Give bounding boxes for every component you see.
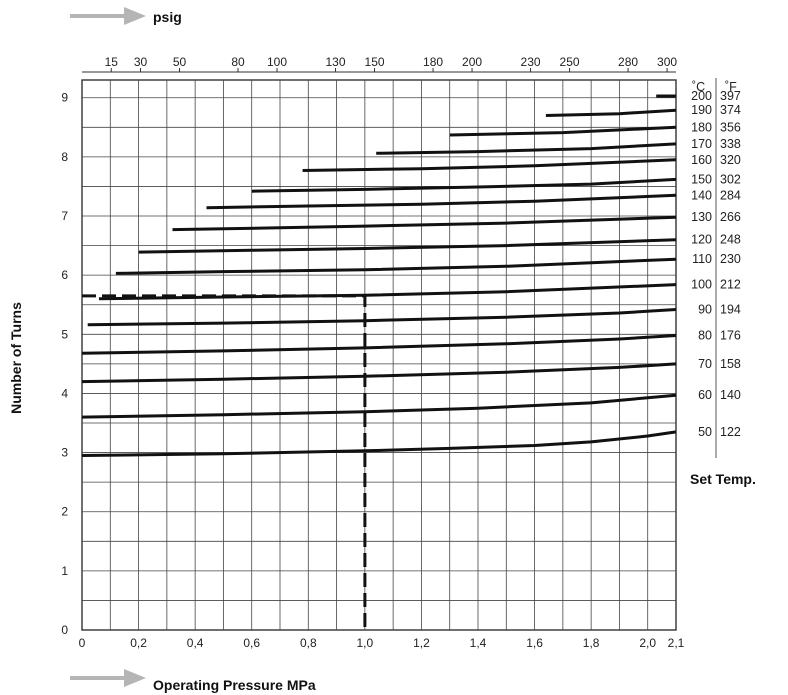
y-axis-label: Number of Turns bbox=[8, 302, 24, 414]
y-tick-label: 0 bbox=[61, 623, 68, 637]
series-line bbox=[302, 158, 677, 172]
top-tick-label: 50 bbox=[173, 55, 187, 69]
legend-temp-c: 120 bbox=[691, 233, 712, 247]
x-axis-label: Operating Pressure MPa bbox=[153, 677, 316, 693]
y-tick-label: 6 bbox=[61, 268, 68, 282]
legend-temp-f: 122 bbox=[720, 425, 741, 439]
top-tick-label: 250 bbox=[560, 55, 580, 69]
series-line bbox=[87, 308, 677, 327]
legend-temp-c: 100 bbox=[691, 278, 712, 292]
legend-temp-f: 158 bbox=[720, 357, 741, 371]
legend-temp-f: 302 bbox=[720, 172, 741, 186]
legend-temp-c: 160 bbox=[691, 153, 712, 167]
top-psig-axis: 15 30 50 80 100 130 150 180 200 230 250 280 300 bbox=[82, 55, 677, 73]
legend-temp-f: 320 bbox=[720, 153, 741, 167]
celsius-header: ˚C bbox=[692, 80, 705, 94]
x-tick-label: 1,6 bbox=[526, 636, 543, 650]
set-temp-label: Set Temp. bbox=[690, 471, 756, 487]
top-tick-label: 300 bbox=[657, 55, 677, 69]
y-tick-label: 2 bbox=[61, 505, 68, 519]
series-line bbox=[206, 193, 677, 210]
series-line bbox=[115, 257, 677, 275]
y-tick-label: 9 bbox=[61, 91, 68, 105]
series-line bbox=[81, 334, 677, 355]
top-tick-label: 15 bbox=[105, 55, 119, 69]
top-tick-label: 100 bbox=[267, 55, 287, 69]
y-tick-label: 3 bbox=[61, 446, 68, 460]
psig-label: psig bbox=[153, 9, 182, 25]
legend-temp-c: 70 bbox=[698, 357, 712, 371]
grid bbox=[81, 79, 677, 631]
legend-temp-c: 140 bbox=[691, 188, 712, 202]
x-tick-label: 0,6 bbox=[243, 636, 260, 650]
legend-temp-c: 150 bbox=[691, 172, 712, 186]
temperature-legend: 200 397 190 374 180 356 170 338 160 320 150 302 140 2… bbox=[691, 89, 741, 439]
x-tick-label: 1,2 bbox=[413, 636, 430, 650]
y-tick-label: 7 bbox=[61, 209, 68, 223]
legend-temp-f: 338 bbox=[720, 137, 741, 151]
reference-line bbox=[82, 294, 367, 630]
top-tick-label: 80 bbox=[231, 55, 245, 69]
legend-temp-f: 230 bbox=[720, 252, 741, 266]
y-tick-label: 8 bbox=[61, 150, 68, 164]
y-tick-label: 5 bbox=[61, 327, 68, 341]
legend-temp-f: 284 bbox=[720, 188, 741, 202]
legend-temp-f: 212 bbox=[720, 278, 741, 292]
x-tick-label: 1,8 bbox=[583, 636, 600, 650]
top-tick-label: 30 bbox=[134, 55, 148, 69]
x-tick-label: 0,8 bbox=[300, 636, 317, 650]
series-line bbox=[545, 108, 677, 117]
series-lines bbox=[81, 94, 677, 457]
series-line bbox=[251, 177, 677, 193]
top-tick-label: 200 bbox=[462, 55, 482, 69]
legend-temp-c: 60 bbox=[698, 388, 712, 402]
legend-temp-f: 374 bbox=[720, 103, 741, 117]
legend-temp-c: 110 bbox=[692, 252, 712, 266]
legend-temp-c: 80 bbox=[698, 328, 712, 342]
pressure-arrow bbox=[70, 669, 146, 687]
legend-temp-f: 356 bbox=[720, 120, 741, 134]
series-line bbox=[81, 362, 677, 384]
legend-temp-f: 266 bbox=[720, 210, 741, 224]
top-tick-label: 150 bbox=[365, 55, 385, 69]
y-axis: 0 1 2 3 4 5 6 7 8 9 bbox=[61, 91, 68, 637]
top-tick-label: 130 bbox=[326, 55, 346, 69]
x-tick-label: 2,1 bbox=[668, 636, 685, 650]
y-tick-label: 4 bbox=[61, 386, 68, 400]
series-line bbox=[376, 142, 677, 155]
x-tick-label: 2,0 bbox=[639, 636, 656, 650]
reference-dashed-line bbox=[82, 294, 367, 630]
legend-temp-f: 194 bbox=[720, 302, 741, 316]
top-tick-label: 180 bbox=[423, 55, 443, 69]
y-tick-label: 1 bbox=[61, 564, 68, 578]
x-tick-label: 1,0 bbox=[357, 636, 374, 650]
legend-temp-c: 200 bbox=[691, 89, 712, 103]
legend-temp-c: 130 bbox=[691, 210, 712, 224]
series-line bbox=[81, 430, 677, 457]
legend-temp-f: 248 bbox=[720, 233, 741, 247]
legend-temp-f: 397 bbox=[720, 89, 741, 103]
top-tick-label: 280 bbox=[618, 55, 638, 69]
series-line bbox=[172, 215, 677, 232]
legend-temp-c: 190 bbox=[691, 103, 712, 117]
legend-temp-c: 50 bbox=[698, 425, 712, 439]
x-tick-label: 0,2 bbox=[130, 636, 147, 650]
series-line bbox=[81, 393, 677, 419]
legend-temp-f: 176 bbox=[720, 328, 741, 342]
fahrenheit-header: ˚F bbox=[725, 80, 737, 94]
psig-arrow bbox=[70, 7, 146, 25]
legend-temp-c: 170 bbox=[691, 137, 712, 151]
top-tick-label: 230 bbox=[521, 55, 541, 69]
legend-temp-c: 90 bbox=[698, 302, 712, 316]
series-line bbox=[138, 238, 677, 254]
legend-temp-c: 180 bbox=[691, 120, 712, 134]
x-tick-label: 1,4 bbox=[470, 636, 487, 650]
series-line bbox=[449, 125, 677, 137]
x-axis: 0 0,2 0,4 0,6 0,8 1,0 1,2 1,4 1,6 1,8 2,0 2,1 bbox=[79, 636, 685, 650]
legend-temp-f: 140 bbox=[720, 388, 741, 402]
x-tick-label: 0,4 bbox=[187, 636, 204, 650]
x-tick-label: 0 bbox=[79, 636, 86, 650]
plot-frame bbox=[81, 79, 677, 631]
